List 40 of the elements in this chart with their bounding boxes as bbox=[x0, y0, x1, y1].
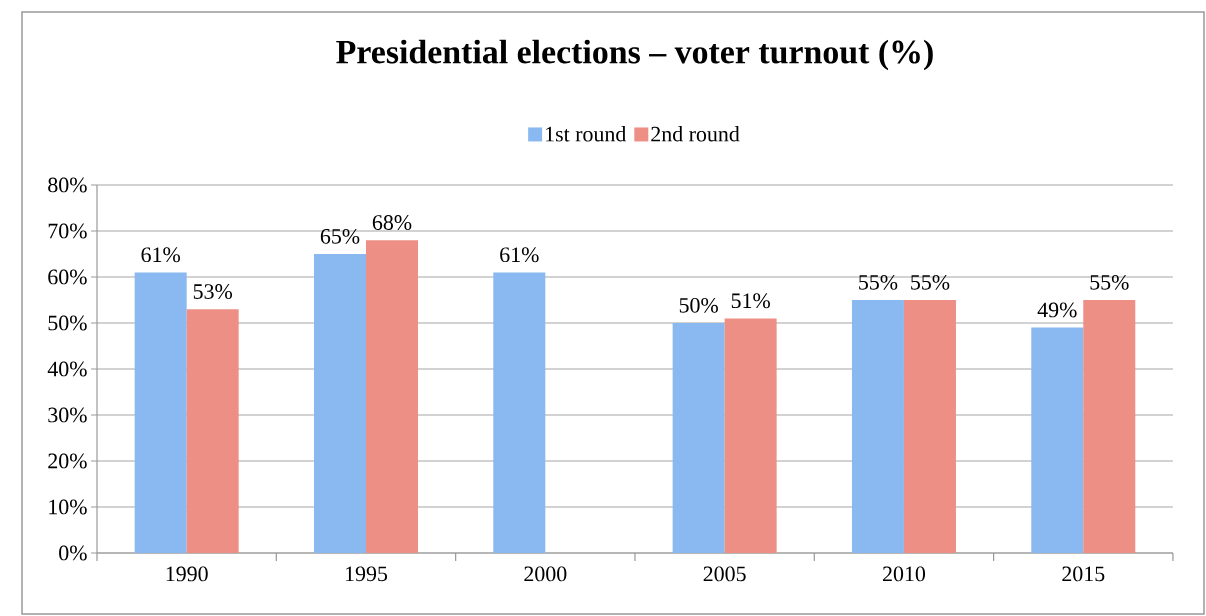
x-tick-label: 1995 bbox=[346, 566, 388, 582]
chart-title: Presidential elections – voter turnout (%) bbox=[336, 39, 933, 71]
data-label: 50% bbox=[679, 297, 718, 313]
y-tick-label: 50% bbox=[48, 315, 87, 331]
y-tick-label: 70% bbox=[48, 223, 87, 239]
bar bbox=[186, 309, 239, 553]
y-tick-label: 80% bbox=[48, 177, 87, 193]
y-tick-label: 20% bbox=[48, 453, 87, 469]
bar bbox=[672, 322, 725, 553]
x-tick-label: 1990 bbox=[166, 566, 208, 582]
bar bbox=[134, 272, 187, 553]
y-tick-label: 30% bbox=[48, 407, 87, 423]
y-tick-label: 40% bbox=[47, 361, 87, 377]
bar bbox=[1083, 299, 1136, 553]
data-label: 53% bbox=[193, 284, 233, 299]
data-label: 55% bbox=[1090, 274, 1129, 290]
bar bbox=[365, 240, 418, 553]
legend-label: 2nd round bbox=[651, 126, 740, 142]
legend-label: 1st round bbox=[546, 126, 627, 142]
bar bbox=[1031, 327, 1084, 553]
data-label: 55% bbox=[859, 274, 898, 290]
bar bbox=[313, 253, 366, 553]
bar bbox=[493, 272, 546, 553]
bar bbox=[851, 299, 904, 553]
data-label: 49% bbox=[1037, 302, 1077, 318]
data-label: 55% bbox=[911, 274, 950, 290]
bar bbox=[903, 299, 956, 553]
data-label: 68% bbox=[372, 215, 412, 230]
bar bbox=[724, 318, 777, 553]
x-tick-label: 2010 bbox=[883, 566, 926, 582]
data-label: 65% bbox=[320, 228, 360, 244]
data-label: 51% bbox=[731, 293, 770, 309]
y-tick-label: 0% bbox=[59, 545, 87, 561]
data-label: 61% bbox=[500, 247, 539, 263]
y-tick-label: 60% bbox=[48, 269, 87, 285]
x-tick-label: 2005 bbox=[703, 566, 746, 582]
y-tick-label: 10% bbox=[49, 499, 87, 515]
data-label: 61% bbox=[141, 247, 181, 263]
x-tick-label: 2015 bbox=[1062, 566, 1105, 582]
x-tick-label: 2000 bbox=[524, 566, 567, 582]
